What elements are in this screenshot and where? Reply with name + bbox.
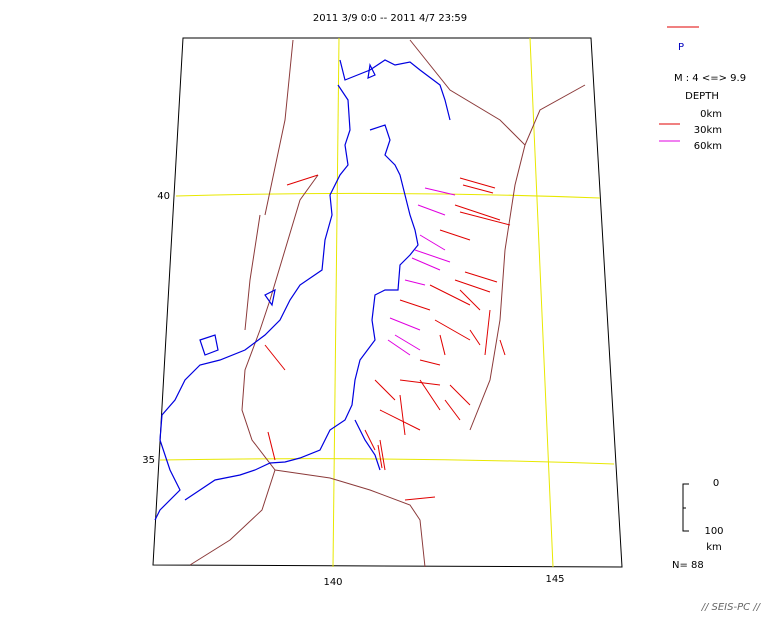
footer: // SEIS-PC // xyxy=(701,602,762,613)
p-axes-deep xyxy=(387,187,456,356)
event-count: N= 88 xyxy=(672,560,704,571)
p-axes-shallow xyxy=(264,174,511,501)
graticule xyxy=(159,37,615,568)
coastline xyxy=(154,59,451,521)
legend-symbol: P xyxy=(678,42,684,53)
legend-depth: 30km xyxy=(694,125,722,136)
scale-unit: km xyxy=(706,542,722,553)
lon-label: 145 xyxy=(545,574,564,585)
boundaries xyxy=(189,39,586,568)
lat-label: 40 xyxy=(157,191,170,202)
title: 2011 3/9 0:0 -- 2011 4/7 23:59 xyxy=(313,13,467,24)
lat-label: 35 xyxy=(142,455,155,466)
legend-depth: 60km xyxy=(694,141,722,152)
scale-bottom: 100 xyxy=(704,526,723,537)
lon-label: 140 xyxy=(323,577,342,588)
scale-bar xyxy=(682,483,689,532)
map-frame xyxy=(152,37,623,568)
scale-top: 0 xyxy=(713,478,719,489)
legend-depth-title: DEPTH xyxy=(685,91,719,102)
legend-depth: 0km xyxy=(700,109,722,120)
legend-magnitude: M : 4 <=> 9.9 xyxy=(674,73,746,84)
